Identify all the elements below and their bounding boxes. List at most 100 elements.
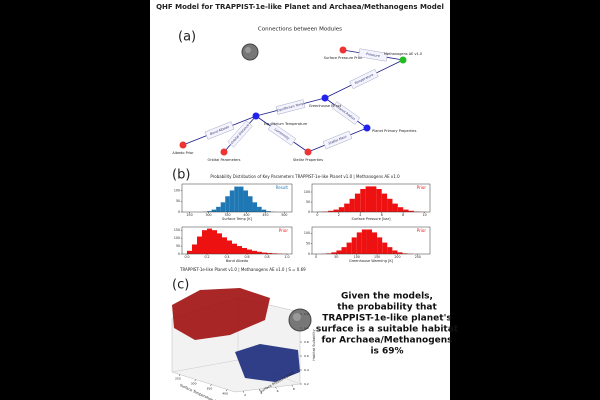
panel-label: (a) [178,30,196,45]
z-tick-label: 1.0 [304,326,309,330]
histogram-bar [242,247,247,254]
x-tick-label: 0.0 [184,255,189,259]
x-tick-label: 0.2 [204,255,209,259]
y-tick-label: 6 [277,389,279,393]
panel-label: (b) [172,168,190,183]
x-tick-label: 0.6 [244,255,249,259]
z-tick-label: 0.6 [304,354,309,358]
module-box [227,120,253,148]
histogram-bar [344,203,350,212]
module-box [204,121,235,140]
histogram-bar [237,246,242,254]
node-label: Methanogens AE v1.0 [384,52,422,56]
histogram-bar [397,252,403,254]
module-box [267,122,297,146]
histogram-bar [402,253,408,254]
histogram-bar [387,247,393,254]
x-tick-label: 6 [381,213,383,217]
histogram-bar [217,233,222,254]
node-label: Orbital Parameters [207,158,240,162]
histogram-bar [392,250,398,254]
histogram-bar [341,247,347,254]
histogram-bar [366,229,373,254]
x-axis-label: Surface Pressure [bar] [351,217,391,221]
histogram-bar [331,252,337,254]
node [179,141,187,149]
y-tick-label: 0 [178,252,180,256]
node [252,112,260,120]
node [321,94,329,102]
histogram-bar [247,249,252,254]
x-tick-label: 0 [315,255,317,259]
histogram-bar [372,232,378,254]
histogram-bar [403,209,409,212]
planet-icon-crater [245,47,251,53]
x-tick-label: 400 [222,392,228,396]
statement-line: Given the models, [341,292,433,302]
histogram-bar [354,193,361,212]
histogram-bar [262,252,267,254]
x-tick-label: 0.4 [224,255,229,259]
point-cloud-high [172,288,270,340]
x-tick-label: 0.8 [264,255,269,259]
histogram-bar [377,237,383,254]
histogram-bar [387,198,393,212]
x-tick-label: 400 [243,213,249,217]
histogram-bar [381,193,388,212]
y-tick [275,386,277,389]
histogram-bar [212,230,217,254]
z-tick-label: 0.4 [304,368,309,372]
x-axis-label: Bond Albedo [226,259,248,263]
z-axis-label: Habitat Suitability [312,329,316,361]
histogram-bar [252,202,258,212]
x-tick-label: 50 [334,255,338,259]
x-tick-label: 250 [187,213,193,217]
y-tick-label: 4 [260,391,262,395]
histogram-bar [361,229,367,254]
histogram-bar [338,207,345,212]
histogram-bar [187,250,192,254]
histogram-bar [225,196,230,212]
statement-line: is 69% [370,347,403,357]
histogram-bar [202,230,207,254]
statement-line: TRAPPIST-1e-like planet's [322,314,451,324]
histogram-bar [257,206,262,212]
x-tick-label: 100 [354,255,360,259]
y-tick-label: 100 [304,190,310,194]
x-tick-label: 4 [359,213,361,217]
x-tick-label: 250 [175,377,181,381]
z-tick-label: 1.2 [304,312,309,316]
histogram-bar [392,203,398,212]
histogram-bar [207,228,212,254]
statement-line: the probability that [337,303,437,313]
x-axis-label: Surface Temp [K] [222,217,253,221]
histogram-bar [360,189,366,212]
x-tick-label: 350 [224,213,230,217]
legend-label: Prior [279,228,289,233]
node [399,56,407,64]
histogram-bar [227,240,232,254]
x-tick [210,384,212,387]
histogram-bar [229,190,235,212]
histogram-bar [397,207,404,212]
z-tick-label: 0.2 [304,382,309,386]
node [220,148,228,156]
histogram-bar [238,186,244,212]
y-tick-label: 0 [308,252,310,256]
y-tick-label: 150 [174,228,180,232]
module-box [349,69,379,89]
node [339,46,347,54]
module-label: Equilibrium Temp [277,102,305,113]
histogram-bar [336,250,342,254]
y-tick-label: 50 [176,199,180,203]
histogram-bar [326,253,332,254]
histogram-bar [197,236,202,254]
histogram-bar [261,209,267,212]
x-tick-label: 1.0 [284,255,289,259]
point-cloud-low [235,344,300,382]
x-tick-label: 0 [316,213,318,217]
panel-title: Probability Distribution of Key Paramete… [210,174,400,179]
histogram-bar [365,186,371,212]
y-tick-label: 50 [306,242,310,246]
module-label: Bond Albedo [209,125,229,136]
